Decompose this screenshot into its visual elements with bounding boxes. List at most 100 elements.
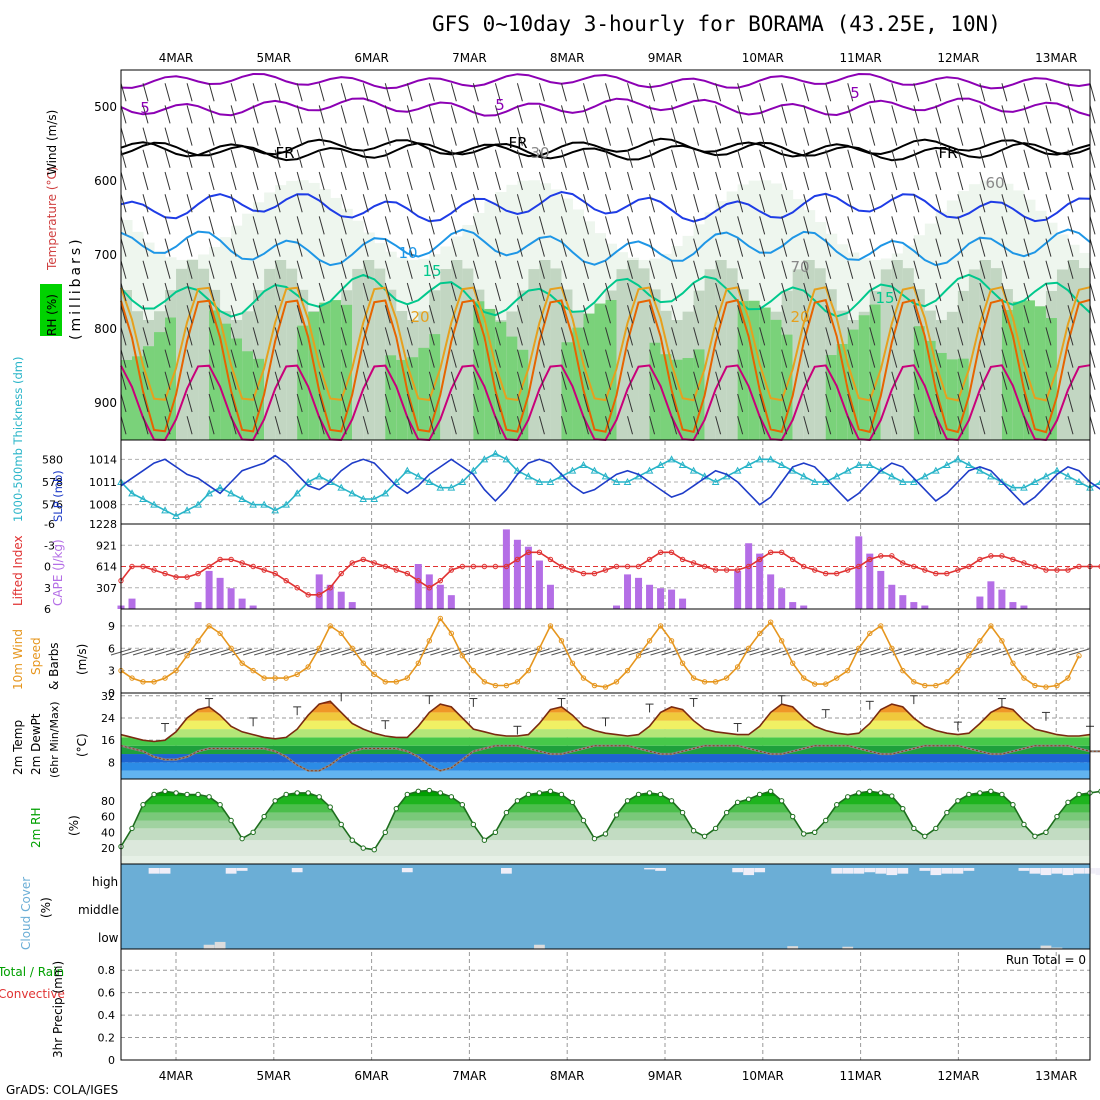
wind-barb xyxy=(362,171,369,191)
wind-barb xyxy=(560,194,567,213)
wind-barb xyxy=(913,216,920,235)
temp-fill-group xyxy=(121,701,1090,779)
contour-label: 10 xyxy=(398,244,417,262)
wind-barb xyxy=(472,83,479,102)
wind-barb xyxy=(649,149,656,168)
wind-barb xyxy=(913,327,920,346)
wind-barb xyxy=(759,105,766,124)
wind-barb xyxy=(1067,127,1074,146)
wind-barb xyxy=(252,105,259,124)
wind-barb xyxy=(186,238,193,257)
thickness-line-point xyxy=(194,500,202,508)
thickness-line-point xyxy=(326,477,335,485)
wind-barb xyxy=(869,127,876,146)
wind-barb xyxy=(296,105,303,124)
wind-barb xyxy=(627,105,634,124)
surface-wind-barb xyxy=(309,648,330,656)
surface-wind-barb xyxy=(639,648,660,656)
rh-shade xyxy=(781,334,794,440)
wind-barb xyxy=(252,282,259,302)
wind-barb xyxy=(957,349,964,368)
wind-barb xyxy=(208,238,215,257)
wind-barb xyxy=(781,105,788,124)
lifted-index-line-point xyxy=(338,570,344,577)
thickness-line-point xyxy=(260,500,268,508)
thickness-line-point xyxy=(524,472,533,480)
thickness-line-point xyxy=(865,460,874,468)
thickness-line-point xyxy=(998,477,1006,485)
rh-line-point xyxy=(481,837,488,843)
lifted-index-line-point xyxy=(944,570,950,577)
wind-barb xyxy=(428,260,435,279)
wind-barb xyxy=(538,171,545,191)
wind-barb xyxy=(186,149,193,168)
wind-barb xyxy=(847,194,854,213)
date-label-top: 8MAR xyxy=(550,51,585,65)
thickness-line-point xyxy=(854,460,863,468)
surface-wind-barb xyxy=(903,648,924,656)
wind-barb xyxy=(186,327,193,346)
wind-barb xyxy=(120,149,127,168)
wind-barb xyxy=(516,327,523,346)
surface-wind-barb xyxy=(375,648,396,656)
date-label-bottom: 7MAR xyxy=(452,1069,487,1083)
cape-bar xyxy=(646,584,654,609)
wind-speed-line-point xyxy=(349,645,355,651)
wind-barb xyxy=(186,83,193,102)
wind-barb xyxy=(1023,371,1030,390)
wind-barb xyxy=(120,238,127,257)
wind-barb xyxy=(164,149,171,168)
cloud-low-bar xyxy=(787,946,799,949)
wind-barb xyxy=(340,238,347,257)
wind-barb xyxy=(208,105,215,124)
rh-shade xyxy=(363,260,375,440)
surface-wind-barb xyxy=(276,648,297,656)
rh-shade xyxy=(539,260,551,440)
thickness-line-point xyxy=(1009,483,1017,491)
wind-barb xyxy=(957,416,964,435)
lifted-index-line-point xyxy=(823,570,829,577)
lifted-index-line-point xyxy=(867,556,873,563)
wind-barb xyxy=(582,83,589,102)
wind-barb xyxy=(649,127,656,146)
wind-barb xyxy=(120,282,127,302)
wind-barb xyxy=(296,393,303,413)
rh-shade xyxy=(770,319,783,440)
lifted-index-line-point xyxy=(878,553,884,559)
wind-barb xyxy=(979,371,986,390)
wind-barb xyxy=(671,216,678,235)
contour-label: 20 xyxy=(410,308,429,326)
surface-wind-barb xyxy=(727,648,748,656)
wind-barb xyxy=(318,260,325,279)
temperature-line xyxy=(120,700,1091,743)
wind-barb xyxy=(1045,282,1052,302)
wind-barb xyxy=(935,127,942,146)
wind-barb xyxy=(1089,127,1096,146)
surface-wind-barb xyxy=(209,648,231,656)
rh-line-point xyxy=(823,817,829,824)
wind-barb xyxy=(671,194,678,213)
cloud-high-gap xyxy=(754,868,766,873)
wind-barb xyxy=(913,105,920,124)
wind-barb xyxy=(715,216,722,235)
rh-line-point xyxy=(228,817,234,824)
wind-barb xyxy=(957,305,964,324)
rh-shade xyxy=(385,355,397,440)
rh-line-point xyxy=(393,805,399,812)
wind-barb xyxy=(737,327,744,346)
wind-barb xyxy=(120,260,127,279)
rh-shade xyxy=(253,358,265,440)
wind-barb xyxy=(362,393,369,413)
wind-barb xyxy=(869,216,876,235)
pressure-tick: 600 xyxy=(94,174,117,188)
wind-barb xyxy=(847,349,854,368)
wind-barb xyxy=(472,282,479,302)
rh-shade xyxy=(671,359,684,440)
wind-speed-line-point xyxy=(701,679,708,685)
wind-barb xyxy=(825,194,832,213)
wind-barb xyxy=(825,416,832,435)
rh-line-point xyxy=(679,809,686,816)
rh-line-point xyxy=(789,813,796,820)
wind-barb xyxy=(913,194,920,213)
wind-barb xyxy=(120,371,127,390)
